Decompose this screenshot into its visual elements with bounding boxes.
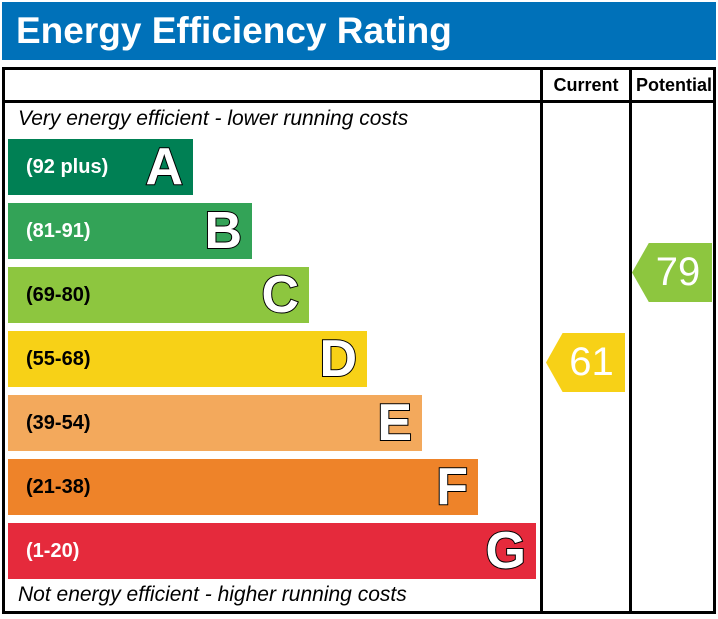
band-row-d: (55-68) D	[8, 331, 367, 387]
band-letter-c: C	[260, 266, 300, 324]
band-range-label-f: (21-38)	[26, 475, 91, 498]
potential-rating-value: 79	[655, 250, 701, 294]
band-range-label-b: (81-91)	[26, 219, 91, 242]
band-row-e: (39-54) E	[8, 395, 422, 451]
band-row-g: (1-20) G	[8, 523, 536, 579]
column-divider-potential	[629, 67, 632, 614]
band-range-label-c: (69-80)	[26, 283, 91, 306]
band-range-label-d: (55-68)	[26, 347, 91, 370]
band-range-label-e: (39-54)	[26, 411, 91, 434]
column-divider-current	[540, 67, 543, 614]
band-range-label-g: (1-20)	[26, 539, 80, 562]
column-header-current: Current	[553, 74, 619, 95]
band-range-label-a: (92 plus)	[26, 155, 109, 178]
band-letter-d: D	[318, 330, 358, 388]
band-letter-b: B	[203, 202, 243, 260]
band-letter-f: F	[435, 458, 469, 516]
current-rating-value: 61	[569, 340, 614, 384]
column-header-potential: Potential	[635, 74, 712, 95]
band-row-c: (69-80) C	[8, 267, 309, 323]
band-letter-a: A	[144, 138, 184, 196]
header-row-underline	[2, 100, 716, 103]
band-row-a: (92 plus) A	[8, 139, 193, 195]
band-letter-e: E	[376, 394, 413, 452]
potential-rating-arrow: 79	[632, 243, 712, 302]
title-bar: Energy Efficiency Rating	[2, 2, 716, 60]
band-row-b: (81-91) B	[8, 203, 252, 259]
current-rating-arrow: 61	[546, 333, 625, 392]
note-not-efficient: Not energy efficient - higher running co…	[18, 583, 407, 606]
note-very-efficient: Very energy efficient - lower running co…	[18, 107, 409, 130]
band-letter-g: G	[485, 522, 527, 580]
page-title: Energy Efficiency Rating	[16, 10, 452, 51]
band-row-f: (21-38) F	[8, 459, 478, 515]
